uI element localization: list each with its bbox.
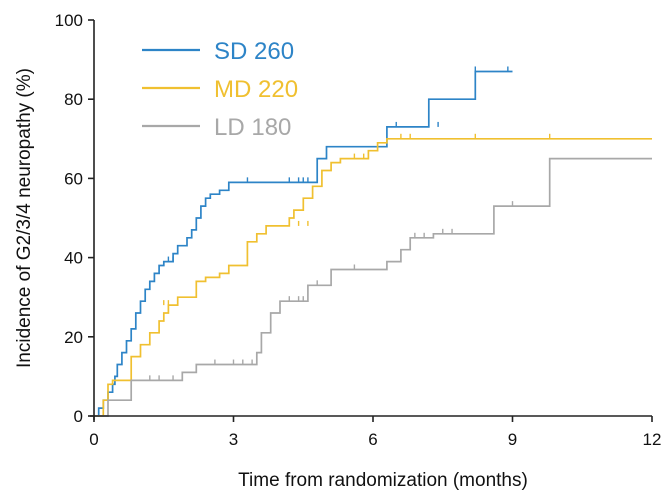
y-tick-label: 20 <box>64 328 83 347</box>
legend: SD 260 MD 220 LD 180 <box>142 38 298 141</box>
x-tick-label: 9 <box>508 430 517 449</box>
x-axis-label: Time from randomization (months) <box>238 470 528 491</box>
x-tick-label: 12 <box>643 430 662 449</box>
series-line-md-220 <box>94 137 652 417</box>
plot-area <box>94 66 652 417</box>
y-tick-label: 100 <box>55 11 83 30</box>
y-tick-label: 80 <box>64 90 83 109</box>
y-tick-label: 0 <box>74 407 83 426</box>
x-tick-label: 3 <box>229 430 238 449</box>
series-line-sd-260 <box>94 70 513 417</box>
axes: 0 20 40 60 80 100 0 3 6 9 12 <box>55 11 662 449</box>
x-tick-label: 0 <box>89 430 98 449</box>
legend-label-ld-180: LD 180 <box>214 114 291 141</box>
legend-label-md-220: MD 220 <box>214 76 298 103</box>
y-tick-label: 60 <box>64 169 83 188</box>
y-axis-label: Incidence of G2/3/4 neuropathy (%) <box>14 68 35 368</box>
y-tick-label: 40 <box>64 249 83 268</box>
series-line-ld-180 <box>94 157 652 417</box>
x-tick-label: 6 <box>368 430 377 449</box>
legend-label-sd-260: SD 260 <box>214 38 294 65</box>
